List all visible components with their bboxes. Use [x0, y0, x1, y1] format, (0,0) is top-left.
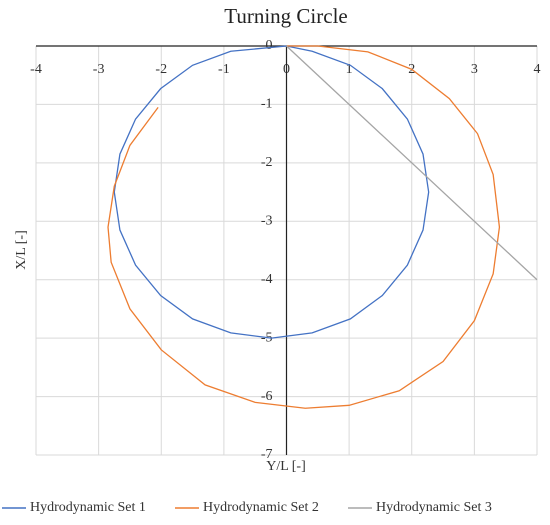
x-tick-label: 4: [534, 62, 541, 77]
x-tick-label: 3: [471, 62, 478, 77]
x-axis-title: Y/L [-]: [266, 459, 306, 474]
legend-label: Hydrodynamic Set 2: [203, 500, 319, 515]
y-tick-label: -2: [261, 155, 273, 170]
series-line: [286, 45, 538, 281]
x-tick-label: -1: [218, 62, 230, 77]
x-tick-label: 1: [346, 62, 353, 77]
y-tick-label: -1: [261, 97, 273, 112]
series-line: [113, 45, 430, 339]
series-line: [107, 45, 501, 409]
chart-title: Turning Circle: [224, 4, 347, 28]
x-tick-label: -3: [93, 62, 105, 77]
y-tick-label: -3: [261, 214, 273, 229]
legend-label: Hydrodynamic Set 1: [30, 500, 146, 515]
x-tick-label: -2: [155, 62, 167, 77]
y-tick-label: -4: [261, 272, 273, 287]
y-tick-label: -7: [261, 447, 273, 462]
legend-label: Hydrodynamic Set 3: [376, 500, 492, 515]
y-axis-title: X/L [-]: [14, 230, 29, 270]
x-tick-label: -4: [30, 62, 42, 77]
y-tick-label: -6: [261, 389, 273, 404]
